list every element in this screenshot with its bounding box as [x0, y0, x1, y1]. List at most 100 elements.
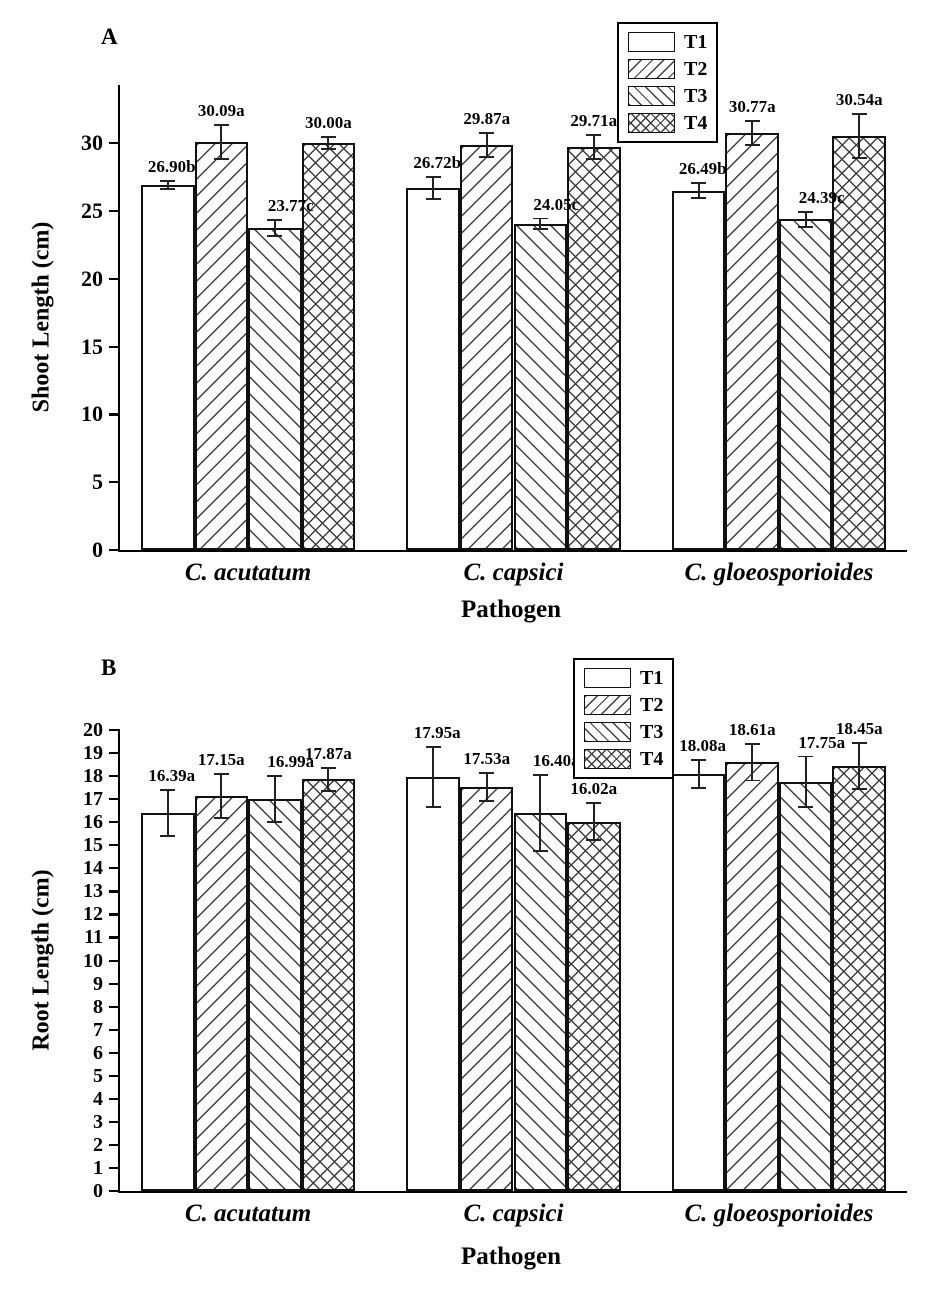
error-bar-cap — [479, 156, 495, 159]
error-bar — [858, 742, 861, 789]
y-tick-label: 20 — [81, 265, 103, 291]
error-bar — [327, 137, 330, 150]
y-tick-label: 2 — [93, 1133, 103, 1156]
bar-t1-3 — [671, 190, 726, 550]
error-bar-cap — [532, 217, 548, 220]
error-bar — [432, 176, 435, 199]
error-bar-cap — [267, 218, 283, 221]
error-bar-cap — [798, 755, 814, 758]
y-tick-mark — [109, 1074, 120, 1077]
value-label: 30.77a — [728, 96, 776, 116]
error-bar-cap — [586, 158, 602, 161]
value-label: 30.09a — [197, 101, 245, 121]
y-tick-label: 5 — [92, 469, 103, 495]
y-tick-mark — [109, 549, 120, 552]
error-bar-cap — [744, 144, 760, 146]
y-tick-label: 4 — [93, 1087, 103, 1110]
y-tick-mark — [109, 936, 120, 939]
y-tick-mark — [109, 959, 120, 962]
error-bar — [751, 120, 754, 146]
legend-item-t3: T3 — [584, 722, 663, 742]
value-label: 23.77c — [267, 195, 314, 215]
y-axis-title: Shoot Length (cm) — [28, 221, 55, 413]
error-bar — [858, 114, 861, 158]
value-label: 16.02a — [570, 779, 618, 799]
legend-item-t1: T1 — [628, 32, 707, 52]
error-bar-cap — [213, 124, 229, 127]
value-label: 16.39a — [148, 766, 196, 786]
error-bar-cap — [213, 816, 229, 819]
value-label: 18.45a — [835, 718, 883, 738]
error-bar — [539, 218, 542, 230]
bar-t3-2 — [513, 812, 568, 1191]
error-bar-cap — [532, 228, 548, 231]
y-tick-mark — [109, 752, 120, 755]
y-tick-label: 20 — [83, 719, 103, 741]
y-tick-label: 17 — [83, 788, 103, 811]
y-tick-label: 11 — [84, 926, 103, 949]
y-tick-mark — [109, 1143, 120, 1147]
error-bar — [592, 803, 595, 841]
error-bar-cap — [320, 789, 336, 792]
error-bar — [751, 743, 754, 781]
bar-t2-3 — [725, 762, 779, 1191]
value-label: 17.53a — [463, 749, 511, 769]
error-bar-cap — [425, 806, 441, 809]
y-tick-mark — [109, 913, 120, 916]
value-label: 18.61a — [728, 719, 776, 739]
y-tick-label: 16 — [83, 811, 103, 834]
legend-label: T2 — [684, 58, 708, 80]
category-label: C. gloeosporioides — [684, 559, 874, 586]
legend-label: T4 — [640, 748, 664, 770]
legend-swatch-diag-down-icon — [584, 722, 631, 742]
legend: T1 T2 T3 T4 — [573, 658, 675, 779]
y-tick-label: 9 — [93, 972, 103, 995]
value-label: 16.40a — [532, 750, 580, 770]
y-tick-mark — [109, 798, 120, 801]
y-tick-mark — [109, 277, 120, 281]
bar-t3-3 — [778, 219, 833, 550]
legend-label: T1 — [684, 31, 708, 53]
bar-t2-1 — [194, 142, 249, 550]
bar-t4-3 — [832, 765, 886, 1191]
error-bar-cap — [691, 182, 707, 185]
y-tick-mark — [109, 729, 120, 732]
bar-t3-1 — [248, 799, 302, 1191]
y-tick-label: 14 — [83, 857, 103, 880]
error-bar-cap — [798, 210, 814, 213]
error-bar — [539, 774, 542, 851]
category-label: C. capsici — [463, 559, 564, 586]
error-bar-cap — [160, 789, 176, 792]
bar-t1-1 — [141, 185, 195, 550]
error-bar-cap — [425, 746, 441, 749]
y-tick-label: 8 — [93, 995, 103, 1018]
value-label: 18.08a — [679, 736, 727, 756]
category-label: C. acutatum — [184, 1200, 312, 1227]
error-bar-cap — [320, 136, 336, 139]
error-bar-cap — [267, 775, 283, 778]
value-label: 24.39c — [798, 187, 845, 207]
error-bar — [485, 773, 488, 801]
legend: T1 T2 T3 T4 — [617, 22, 719, 143]
error-bar-cap — [320, 148, 336, 151]
y-tick-mark — [109, 1190, 120, 1193]
y-tick-label: 3 — [93, 1110, 103, 1133]
error-bar-cap — [691, 759, 707, 762]
error-bar-cap — [267, 821, 283, 824]
y-tick-mark — [109, 142, 120, 145]
legend-item-t1: T1 — [584, 668, 663, 688]
error-bar-cap — [851, 156, 867, 159]
y-tick-mark — [109, 345, 120, 348]
y-tick-label: 0 — [92, 537, 103, 562]
legend-label: T3 — [640, 721, 664, 743]
legend-swatch-none-icon — [628, 32, 675, 52]
error-bar-cap — [160, 180, 176, 183]
error-bar-cap — [744, 742, 760, 745]
error-bar-cap — [744, 119, 760, 122]
y-tick-label: 25 — [81, 198, 103, 224]
error-bar-cap — [851, 787, 867, 790]
bar-t4-1 — [301, 143, 356, 550]
error-bar — [166, 181, 169, 190]
error-bar-cap — [532, 773, 548, 776]
error-bar — [485, 132, 488, 158]
